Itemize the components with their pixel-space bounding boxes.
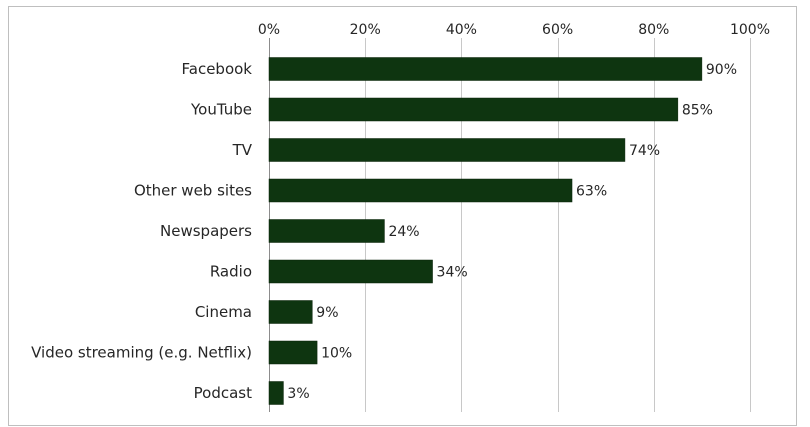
x-tick-label: 60% (542, 22, 573, 38)
value-label: 34% (437, 265, 468, 281)
category-labels: Facebook YouTube TV Other web sites Newspape… (31, 60, 253, 402)
value-label: 3% (287, 386, 309, 402)
value-label: 85% (682, 103, 713, 119)
category-label: Video streaming (e.g. Netflix) (31, 344, 252, 362)
bar (268, 97, 679, 122)
x-tick-label: 100% (730, 22, 770, 38)
bar (268, 57, 703, 81)
category-label: Podcast (194, 384, 252, 402)
x-tick-label: 20% (350, 22, 381, 38)
category-label: TV (232, 141, 253, 159)
value-label: 24% (388, 224, 419, 240)
value-labels: 90% 85% 74% 63% 24% 34% 9% 10% 3% (287, 62, 737, 402)
category-label: Newspapers (160, 222, 252, 240)
bars (268, 57, 703, 405)
value-label: 74% (629, 143, 660, 159)
bar (268, 300, 313, 324)
category-label: Facebook (182, 60, 253, 78)
value-label: 90% (706, 62, 737, 78)
x-tick-label: 40% (446, 22, 477, 38)
category-label: Cinema (195, 303, 252, 321)
x-tick-label: 80% (638, 22, 669, 38)
bar (268, 219, 385, 243)
x-tick-label: 0% (258, 22, 280, 38)
bar (268, 259, 433, 284)
value-label: 10% (321, 346, 352, 362)
bar (268, 138, 626, 162)
bar (268, 178, 573, 203)
category-label: Radio (210, 263, 252, 281)
x-axis-ticks: 0% 20% 40% 60% 80% 100% (258, 22, 770, 38)
category-label: YouTube (190, 101, 252, 119)
bar (268, 381, 284, 405)
category-label: Other web sites (134, 182, 252, 200)
bar (268, 340, 318, 365)
value-label: 63% (576, 184, 607, 200)
value-label: 9% (316, 305, 338, 321)
